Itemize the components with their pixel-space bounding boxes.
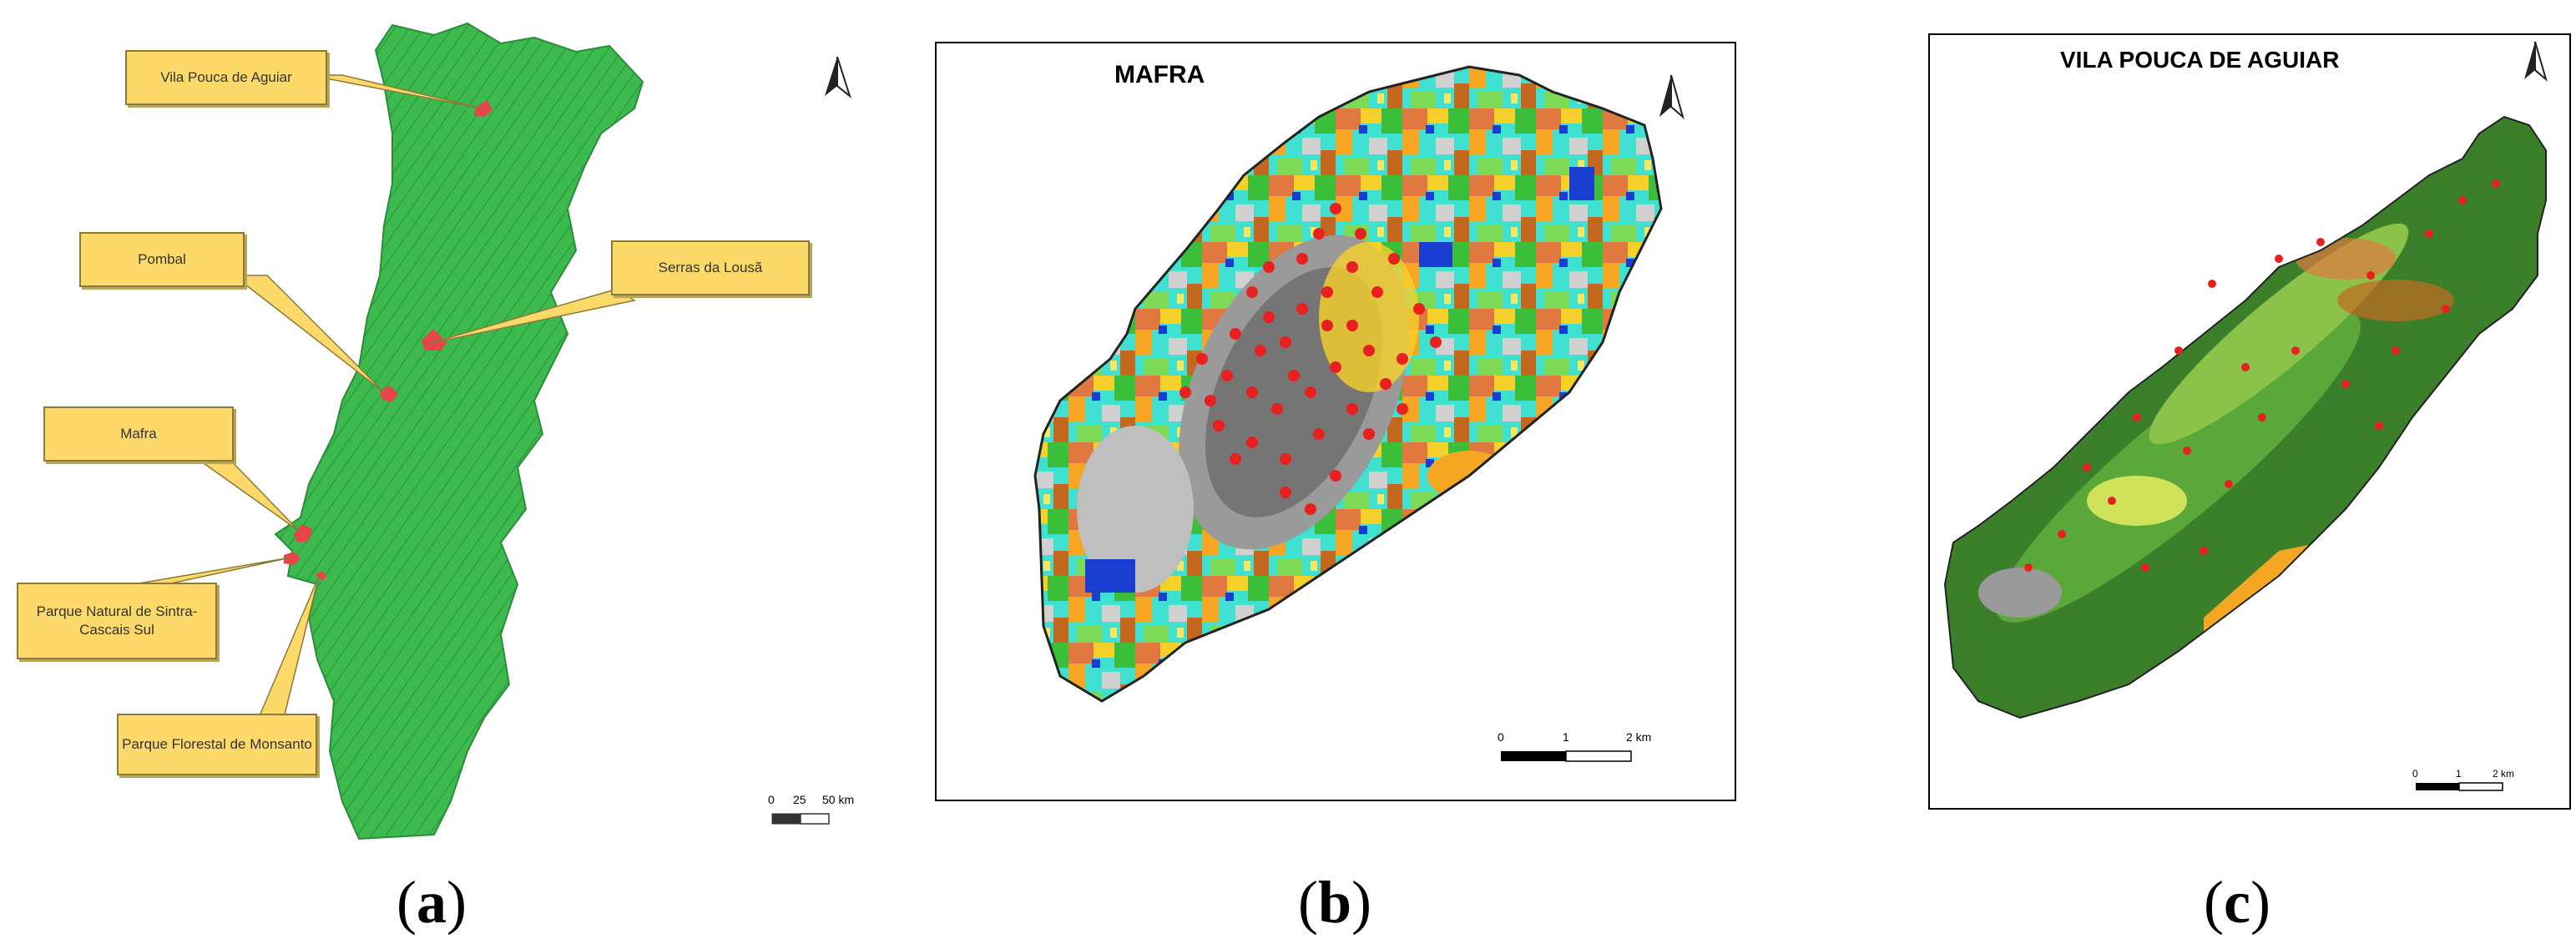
scale-a-label-1: 25 (793, 793, 806, 806)
site-serras-lousa (422, 329, 447, 351)
caption-c-open: ( (2204, 869, 2224, 936)
scale-b-label-1: 1 (1563, 730, 1569, 744)
caption-a-open: ( (397, 869, 417, 936)
scale-c-label-2: 2 km (2493, 768, 2515, 780)
mafra-land-cover-map (935, 42, 1736, 801)
caption-b-letter: b (1317, 869, 1352, 936)
caption-c: (c) (2204, 868, 2270, 937)
scale-a-label-0: 0 (768, 793, 775, 806)
site-pombal (380, 386, 398, 402)
site-mafra (294, 524, 312, 543)
panel-b: MAFRA 0 1 2 km (935, 42, 1736, 801)
vila-pouca-land-cover-map (1928, 33, 2571, 810)
north-arrow-icon (2524, 41, 2548, 82)
portugal-map (0, 0, 876, 860)
scale-b-label-2: 2 km (1626, 730, 1652, 744)
vila-pouca-sample-points (2024, 179, 2500, 572)
callout-sintra: Parque Natural de Sintra-Cascais Sul (17, 583, 217, 659)
caption-b: (b) (1298, 868, 1371, 937)
caption-a: (a) (397, 868, 467, 937)
scale-c-label-1: 1 (2456, 768, 2462, 780)
scale-bar-b (1501, 750, 1632, 762)
map-title-mafra: MAFRA (1114, 61, 1205, 88)
site-vila-pouca (474, 100, 492, 117)
portugal-land (274, 22, 644, 840)
scale-bar-c (2416, 782, 2503, 791)
caption-c-close: ) (2250, 869, 2270, 936)
callout-pombal: Pombal (79, 232, 245, 287)
caption-b-close: ) (1351, 869, 1372, 936)
scale-bar-a (771, 813, 830, 825)
panel-c: VILA POUCA DE AGUIAR 0 1 2 km (1928, 33, 2571, 810)
scale-a-label-2: 50 km (822, 793, 855, 806)
callout-monsanto: Parque Florestal de Monsanto (117, 714, 317, 775)
scale-b-label-0: 0 (1498, 730, 1504, 744)
map-title-vila-pouca: VILA POUCA DE AGUIAR (2060, 47, 2340, 73)
callout-serras-lousa: Serras da Lousã (611, 240, 810, 295)
north-arrow-icon (1659, 74, 1685, 119)
panel-a: Vila Pouca de Aguiar Pombal Serras da Lo… (0, 0, 876, 949)
mafra-sample-points (1179, 203, 1442, 515)
caption-a-letter: a (416, 869, 447, 936)
site-monsanto (316, 571, 327, 581)
callout-vila-pouca: Vila Pouca de Aguiar (125, 50, 327, 105)
caption-a-close: ) (446, 869, 467, 936)
caption-b-open: ( (1298, 869, 1318, 936)
scale-c-label-0: 0 (2412, 768, 2418, 780)
caption-c-letter: c (2223, 869, 2250, 936)
site-sintra (284, 552, 301, 565)
callout-mafra: Mafra (43, 406, 234, 462)
pointer-pombal (231, 275, 385, 393)
north-arrow-icon (825, 56, 851, 98)
